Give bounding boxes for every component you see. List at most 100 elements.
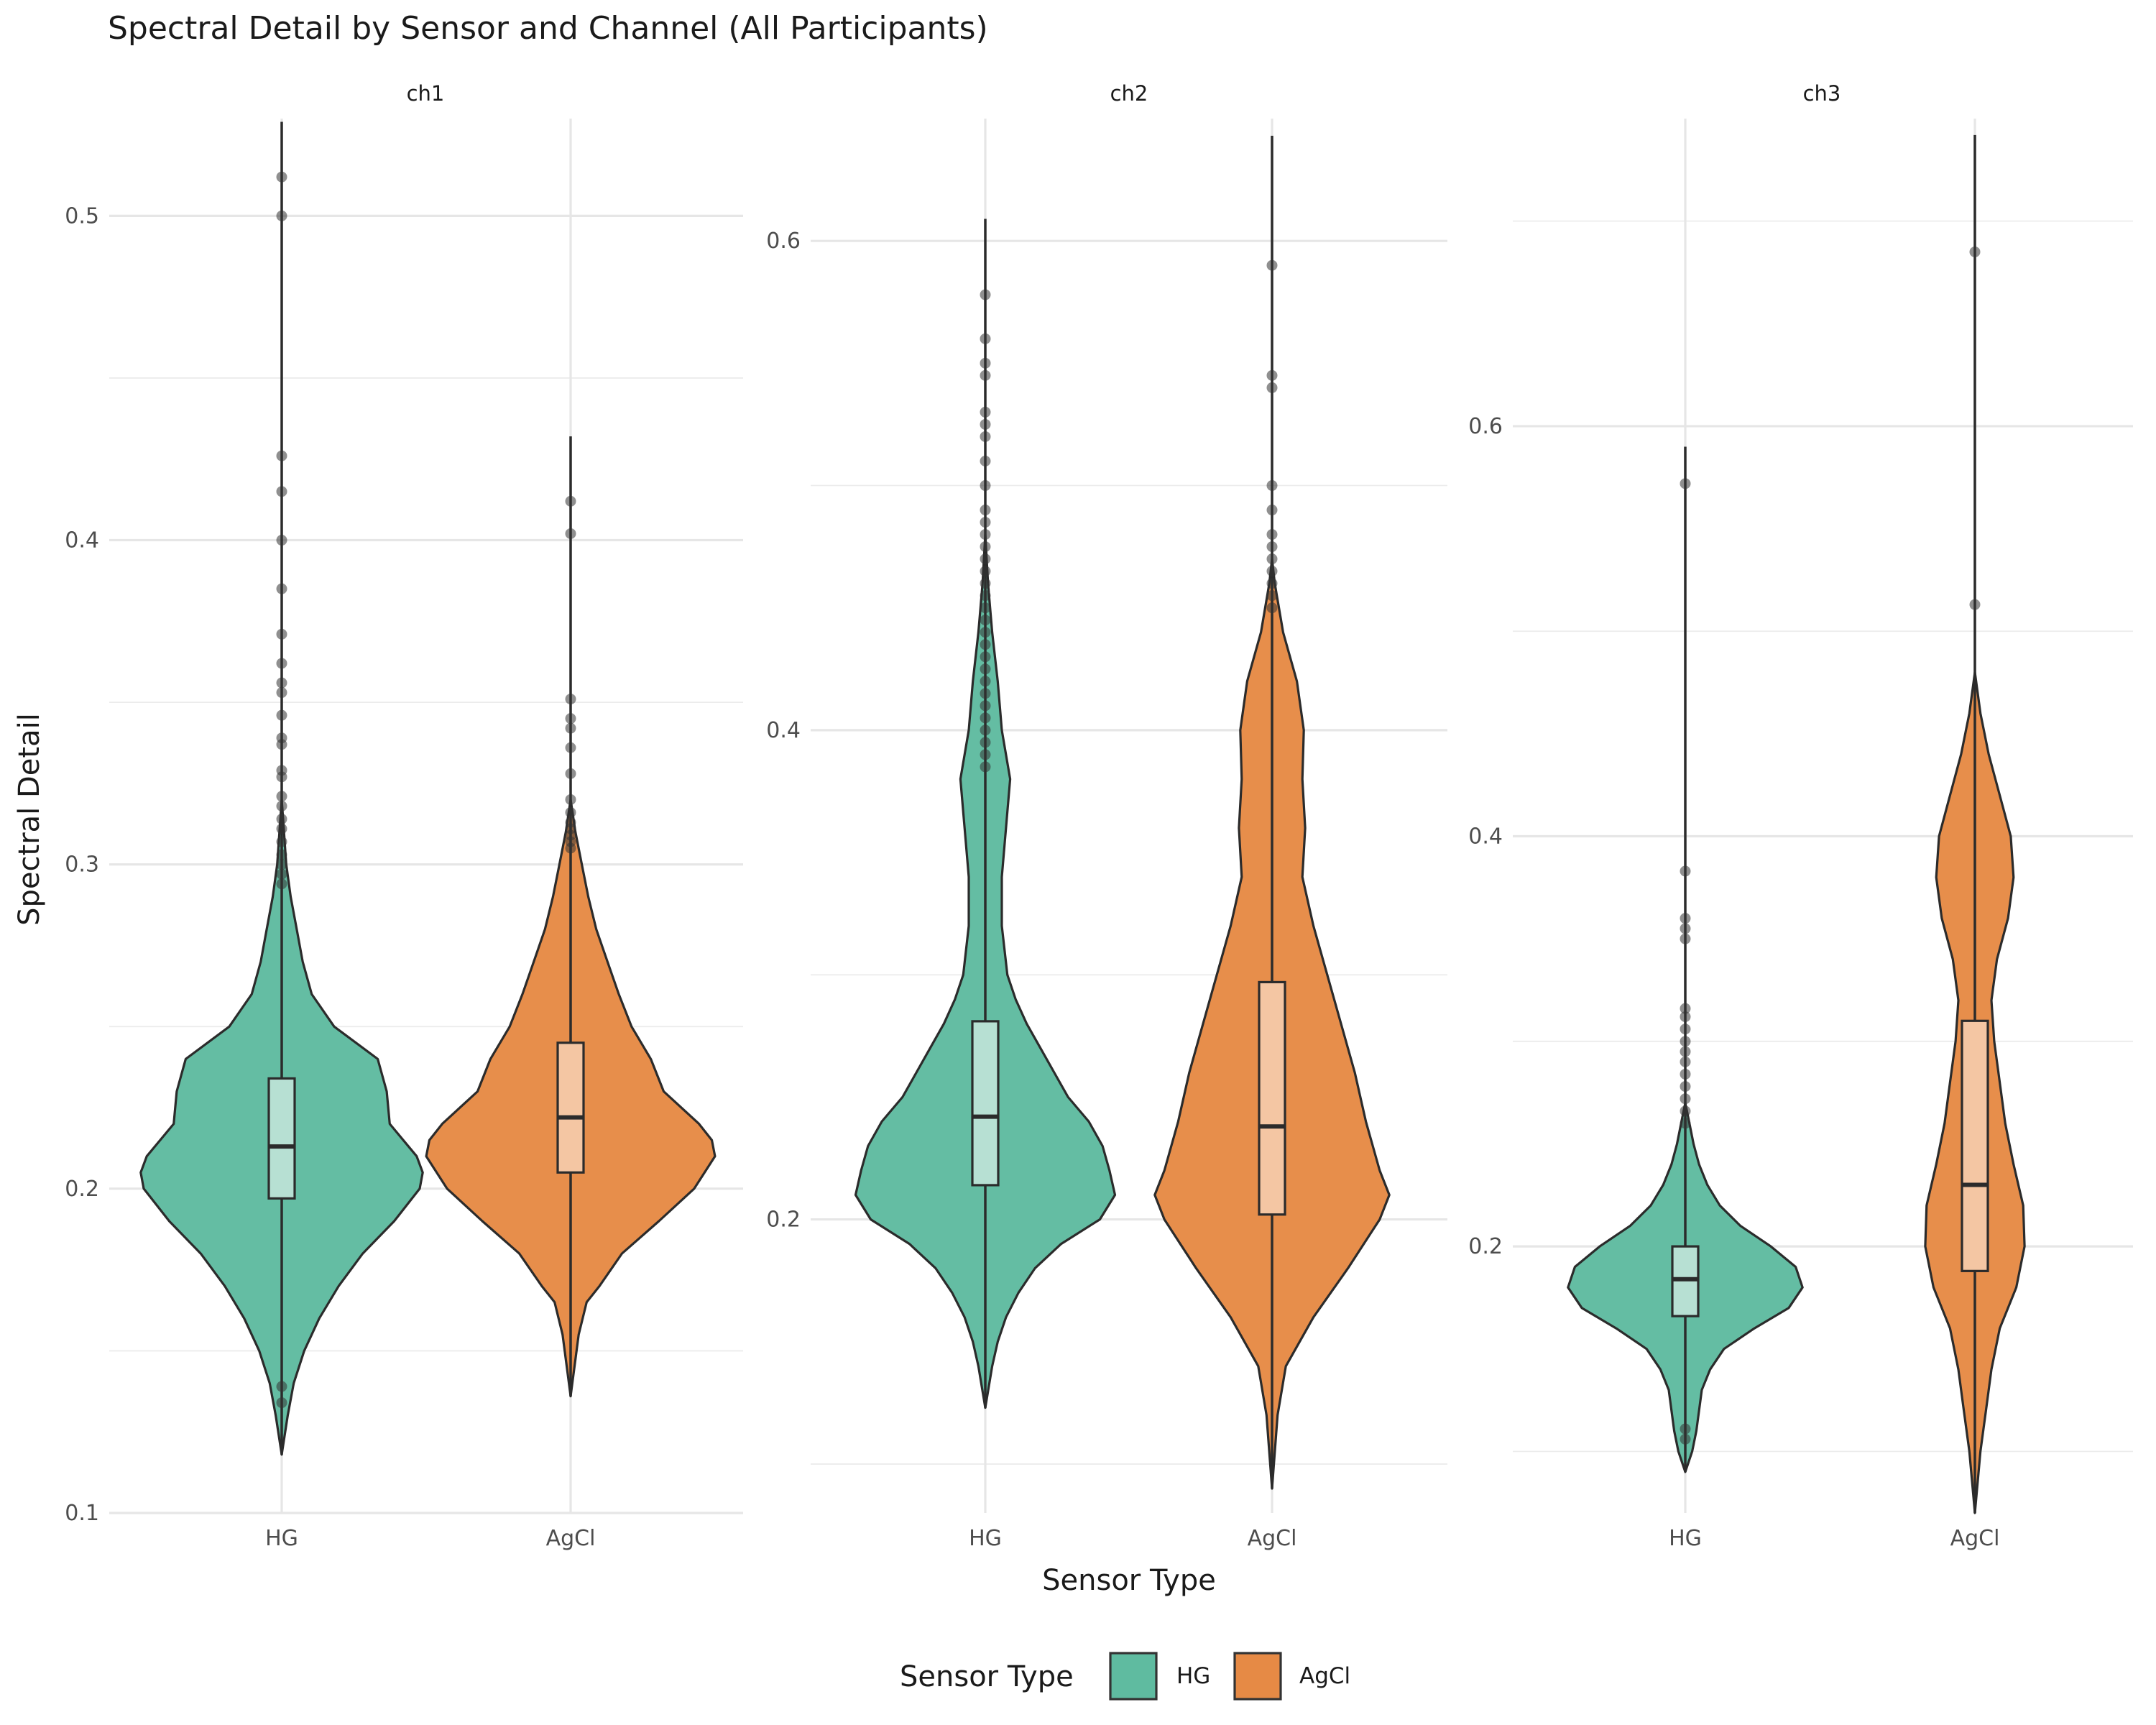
ch1-hg-outlier-6 [277, 629, 287, 640]
legend-label-agcl: AgCl [1299, 1663, 1350, 1689]
ch1-hg-outlier-21 [277, 859, 287, 870]
ch2-y-tick-label-1: 0.4 [766, 718, 801, 743]
ch2-hg-outlier-16 [980, 590, 991, 601]
ch3-hg-outlier-15 [1680, 1118, 1691, 1128]
ch3-hg-outlier-8 [1680, 1036, 1691, 1046]
ch2-hg-outlier-6 [980, 431, 991, 442]
ch1-agcl-box [558, 1043, 584, 1172]
ch1-y-tick-label-3: 0.4 [65, 528, 99, 553]
ch2-hg-outlier-25 [980, 700, 991, 711]
ch2-agcl-outlier-2 [1267, 382, 1278, 393]
ch1-hg-outlier-24 [277, 1381, 287, 1392]
ch1-y-tick-label-2: 0.3 [65, 852, 99, 878]
ch2-y-tick-label-2: 0.6 [766, 229, 801, 254]
ch1-hg-outlier-8 [277, 678, 287, 689]
ch1-hg-outlier-20 [277, 850, 287, 860]
ch2-agcl-outlier-4 [1267, 505, 1278, 515]
ch1-agcl-outlier-7 [566, 794, 576, 805]
ch2-hg-outlier-24 [980, 688, 991, 699]
ch2-x-tick-label-0: HG [969, 1526, 1002, 1551]
ch2-hg-outlier-1 [980, 334, 991, 344]
legend-label-hg: HG [1176, 1663, 1210, 1689]
ch2-hg-outlier-28 [980, 737, 991, 748]
ch2-agcl-box [1259, 982, 1285, 1214]
legend-key-agcl [1235, 1653, 1281, 1699]
ch1-hg-outlier-22 [277, 869, 287, 880]
ch3-hg-outlier-13 [1680, 1093, 1691, 1104]
ch3-y-tick-label-0: 0.2 [1468, 1234, 1503, 1259]
ch1-agcl-outlier-13 [566, 843, 576, 854]
ch2-agcl-outlier-6 [1267, 541, 1278, 552]
ch1-hg-outlier-15 [277, 791, 287, 801]
chart-title: Spectral Detail by Sensor and Channel (A… [108, 10, 988, 47]
legend: Sensor Type HG AgCl [900, 1653, 1350, 1699]
ch3-hg-outlier-6 [1680, 1011, 1691, 1022]
ch2-hg-outlier-14 [980, 566, 991, 576]
ch2-agcl-outlier-3 [1267, 480, 1278, 491]
marks-ch2 [856, 136, 1390, 1489]
ch1-y-tick-label-4: 0.5 [65, 203, 99, 229]
ch2-agcl-outlier-9 [1267, 578, 1278, 589]
ch2-hg-outlier-18 [980, 615, 991, 625]
ch3-hg-outlier-1 [1680, 866, 1691, 877]
ch1-hg-box [269, 1078, 295, 1198]
ch2-hg-outlier-29 [980, 749, 991, 760]
ch1-hg-outlier-17 [277, 814, 287, 824]
ch1-hg-outlier-1 [277, 211, 287, 221]
ch3-hg-outlier-4 [1680, 934, 1691, 944]
grid-ch1: 0.1 0.2 0.3 0.4 0.5 HG AgCl [65, 119, 743, 1551]
ch3-hg-outlier-10 [1680, 1057, 1691, 1067]
ch2-hg-outlier-0 [980, 290, 991, 300]
ch1-agcl-outlier-3 [566, 713, 576, 724]
ch1-hg-outlier-10 [277, 710, 287, 721]
ch1-hg-outlier-19 [277, 837, 287, 847]
ch1-x-tick-label-0: HG [265, 1526, 298, 1551]
grid-ch3: 0.2 0.4 0.6 HG AgCl [1468, 119, 2133, 1551]
ch2-hg-outlier-8 [980, 480, 991, 491]
ch1-hg-outlier-9 [277, 687, 287, 698]
ch3-hg-outlier-16 [1680, 1424, 1691, 1435]
ch2-hg-outlier-3 [980, 370, 991, 381]
ch1-hg-outlier-14 [277, 771, 287, 782]
ch2-hg-outlier-11 [980, 529, 991, 540]
ch1-hg-outlier-23 [277, 878, 287, 889]
ch2-hg-outlier-30 [980, 761, 991, 772]
ch3-hg-outlier-0 [1680, 478, 1691, 489]
ch3-hg-outlier-11 [1680, 1069, 1691, 1080]
ch1-agcl-outlier-8 [566, 807, 576, 818]
ch1-hg-outlier-25 [277, 1397, 287, 1408]
ch2-hg-outlier-17 [980, 602, 991, 613]
ch1-agcl-outlier-4 [566, 723, 576, 734]
ch1-y-tick-label-1: 0.2 [65, 1177, 99, 1202]
y-axis-title: Spectral Detail [13, 713, 46, 926]
ch2-hg-outlier-22 [980, 663, 991, 674]
ch3-hg-outlier-7 [1680, 1024, 1691, 1034]
panel-ch3: 0.2 0.4 0.6 HG AgCl ch3 [1468, 81, 2133, 1551]
ch2-hg-outlier-5 [980, 419, 991, 430]
legend-key-hg [1110, 1653, 1156, 1699]
strip-label-ch3: ch3 [1803, 81, 1841, 106]
strip-label-ch2: ch2 [1110, 81, 1148, 106]
ch2-hg-outlier-13 [980, 553, 991, 564]
ch3-y-tick-label-2: 0.6 [1468, 414, 1503, 439]
marks-ch1 [141, 122, 715, 1455]
ch2-hg-outlier-7 [980, 456, 991, 466]
marks-ch3 [1568, 135, 2024, 1513]
ch3-agcl-box [1962, 1021, 1988, 1271]
ch1-hg-outlier-4 [277, 535, 287, 546]
ch2-hg-outlier-20 [980, 639, 991, 650]
ch2-hg-outlier-27 [980, 724, 991, 735]
ch1-hg-outlier-12 [277, 739, 287, 750]
ch2-agcl-outlier-5 [1267, 529, 1278, 540]
ch2-hg-outlier-21 [980, 651, 991, 662]
ch1-hg-outlier-5 [277, 584, 287, 594]
ch2-x-tick-label-1: AgCl [1248, 1526, 1297, 1551]
ch1-agcl-outlier-2 [566, 694, 576, 704]
grid-ch2: 0.2 0.4 0.6 HG AgCl [766, 119, 1447, 1551]
ch1-hg-outlier-0 [277, 172, 287, 183]
ch2-hg-outlier-19 [980, 627, 991, 638]
ch3-hg-outlier-2 [1680, 913, 1691, 924]
ch2-agcl-outlier-0 [1267, 260, 1278, 271]
legend-title: Sensor Type [900, 1660, 1074, 1693]
